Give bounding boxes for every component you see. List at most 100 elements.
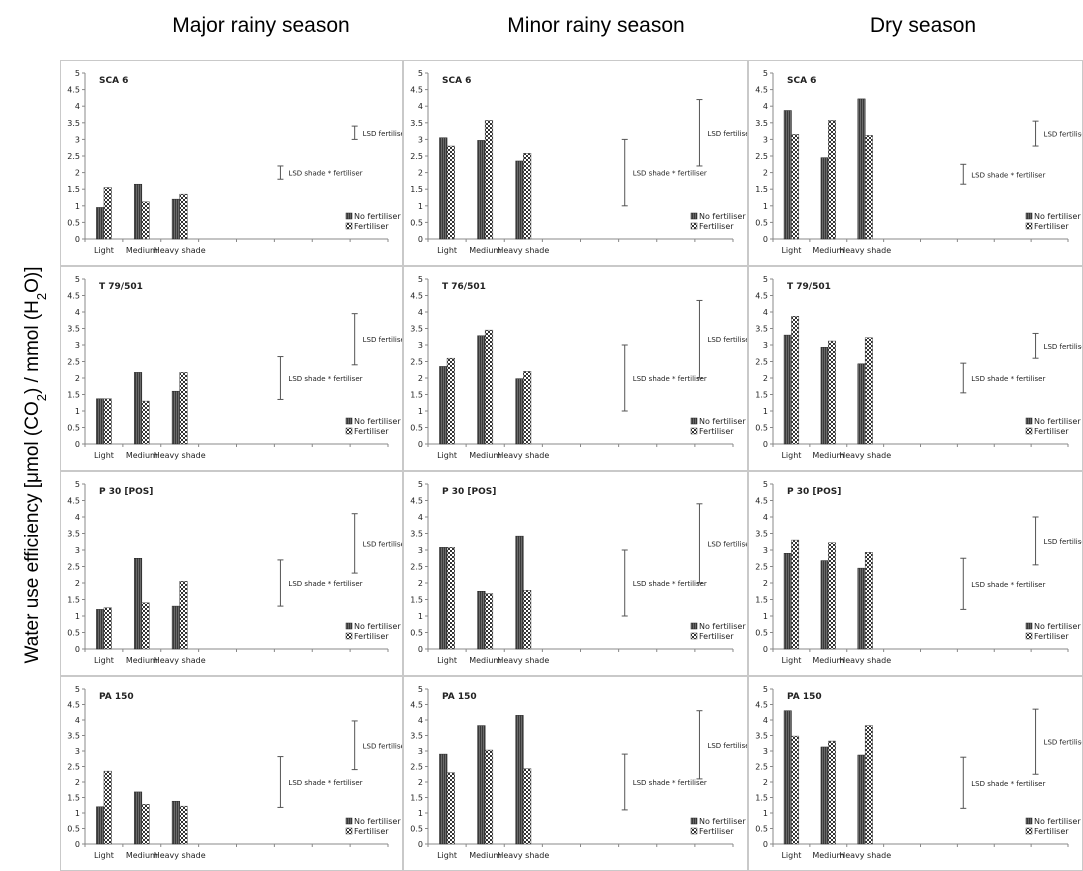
bar-no-fertiliser <box>515 535 524 650</box>
chart-title: T 79/501 <box>787 282 831 292</box>
y-tick-label: 3.5 <box>67 325 80 334</box>
bar-no-fertiliser <box>171 198 180 240</box>
y-tick-label: 3 <box>75 135 80 144</box>
x-tick-label: Medium <box>469 851 501 860</box>
y-tick-label: 5 <box>418 69 423 78</box>
y-tick-label: 0.5 <box>67 218 80 227</box>
x-tick-label: Heavy shade <box>497 656 549 665</box>
bar-fertiliser <box>864 725 873 845</box>
y-tick-label: 3 <box>763 546 768 555</box>
legend-swatch-fertiliser <box>345 427 353 435</box>
x-tick-label: Medium <box>812 656 844 665</box>
y-tick-label: 0.5 <box>410 629 423 638</box>
bar-fertiliser <box>484 329 494 445</box>
bar-no-fertiliser <box>477 335 486 445</box>
y-tick-label: 0 <box>75 235 80 244</box>
y-tick-label: 4 <box>75 308 80 317</box>
y-tick-label: 1.5 <box>67 794 80 803</box>
y-tick-label: 4.5 <box>755 497 768 506</box>
x-tick-label: Medium <box>126 246 158 255</box>
lsd-fertiliser-label: LSD fertiliser <box>1044 538 1083 546</box>
y-tick-label: 4.5 <box>410 292 423 301</box>
lsd-shade-fertiliser-label: LSD shade * fertiliser <box>633 375 707 383</box>
chart-panel: 0 0.5 1 1.5 2 2.5 3 3.5 4 4.5 5 SCA 6 Light Medium Hea… <box>748 60 1083 266</box>
x-tick-label: Heavy shade <box>154 656 206 665</box>
y-tick-label: 2.5 <box>67 152 80 161</box>
bar-fertiliser <box>484 749 494 845</box>
legend-swatch-no-fertiliser <box>1025 212 1033 220</box>
lsd-shade-fertiliser-label: LSD shade * fertiliser <box>633 779 707 787</box>
bar-no-fertiliser <box>515 715 524 845</box>
y-tick-label: 1.5 <box>67 596 80 605</box>
x-tick-label: Heavy shade <box>154 246 206 255</box>
y-tick-label: 2 <box>75 169 80 178</box>
bar-no-fertiliser <box>820 560 829 650</box>
y-tick-label: 4 <box>75 513 80 522</box>
bar-no-fertiliser <box>439 137 448 240</box>
y-tick-label: 5 <box>75 480 80 489</box>
lsd-fertiliser-label: LSD fertiliser <box>707 130 748 138</box>
x-tick-label: Medium <box>126 851 158 860</box>
chart-title: T 79/501 <box>99 282 143 292</box>
lsd-fertiliser-label: LSD fertiliser <box>363 130 403 138</box>
chart-title: SCA 6 <box>442 76 471 86</box>
bar-fertiliser <box>103 187 112 240</box>
y-tick-label: 4.5 <box>410 497 423 506</box>
lsd-shade-fertiliser-label: LSD shade * fertiliser <box>633 580 707 588</box>
y-tick-label: 5 <box>763 275 768 284</box>
chart-panel: 0 0.5 1 1.5 2 2.5 3 3.5 4 4.5 5 P 30 [POS] Light Medi… <box>748 471 1083 676</box>
bar-no-fertiliser <box>439 753 448 845</box>
y-tick-label: 3 <box>418 135 423 144</box>
y-tick-label: 0 <box>418 645 423 654</box>
chart-panel: 0 0.5 1 1.5 2 2.5 3 3.5 4 4.5 5 SCA 6 Light Medium Hea… <box>60 60 403 266</box>
x-tick-label: Medium <box>126 451 158 460</box>
chart-svg: 0 0.5 1 1.5 2 2.5 3 3.5 4 4.5 5 P 30 [POS] Light Medi… <box>410 480 747 665</box>
legend-label: Fertiliser <box>699 222 734 231</box>
legend-label: No fertiliser <box>699 622 746 631</box>
y-tick-label: 0.5 <box>755 825 768 834</box>
y-axis-label-sub: 2 <box>34 394 49 401</box>
bar-no-fertiliser <box>96 609 105 650</box>
y-tick-label: 2.5 <box>67 763 80 772</box>
x-tick-label: Medium <box>469 246 501 255</box>
bar-no-fertiliser <box>515 160 524 240</box>
chart-title: PA 150 <box>99 692 134 702</box>
x-tick-label: Medium <box>812 246 844 255</box>
x-tick-label: Light <box>781 451 801 460</box>
y-axis-label: Water use efficiency [μmol (CO2) / mmol … <box>8 0 48 871</box>
bar-fertiliser <box>484 593 494 650</box>
bar-fertiliser <box>791 539 800 650</box>
y-tick-label: 2.5 <box>410 763 423 772</box>
column-header-dry: Dry season <box>869 14 977 37</box>
bar-no-fertiliser <box>783 553 792 650</box>
y-tick-label: 1 <box>763 612 768 621</box>
legend-label: Fertiliser <box>354 827 389 836</box>
y-tick-label: 0.5 <box>67 629 80 638</box>
bar-fertiliser <box>179 372 188 445</box>
bar-fertiliser <box>828 340 836 445</box>
lsd-fertiliser-label: LSD fertiliser <box>707 742 748 750</box>
y-axis-label-part: Water use efficiency [μmol (CO <box>22 401 43 663</box>
chart-title: PA 150 <box>787 692 822 702</box>
y-tick-label: 0 <box>763 235 768 244</box>
y-tick-label: 2 <box>763 579 768 588</box>
lsd-fertiliser-label: LSD fertiliser <box>1044 739 1083 747</box>
y-axis-label-svg: Water use efficiency [μmol (CO2) / mmol … <box>22 266 49 663</box>
y-tick-label: 4 <box>418 102 423 111</box>
y-tick-label: 4.5 <box>755 86 768 95</box>
bar-no-fertiliser <box>820 746 829 845</box>
lsd-fertiliser-label: LSD fertiliser <box>363 742 403 750</box>
chart-panel: 0 0.5 1 1.5 2 2.5 3 3.5 4 4.5 5 P 30 [POS] Light Medi… <box>403 471 748 676</box>
legend-label: Fertiliser <box>354 222 389 231</box>
lsd-shade-fertiliser-label: LSD shade * fertiliser <box>288 170 362 178</box>
y-tick-label: 1 <box>418 202 423 211</box>
chart-panel: 0 0.5 1 1.5 2 2.5 3 3.5 4 4.5 5 T 76/501 Light Medium… <box>403 266 748 471</box>
bar-no-fertiliser <box>133 372 143 445</box>
bar-fertiliser <box>446 772 455 845</box>
x-tick-label: Heavy shade <box>839 851 891 860</box>
bar-fertiliser <box>523 153 532 240</box>
bar-fertiliser <box>523 768 532 845</box>
y-tick-label: 4.5 <box>67 701 80 710</box>
y-tick-label: 0.5 <box>67 424 80 433</box>
legend-label: No fertiliser <box>699 417 746 426</box>
